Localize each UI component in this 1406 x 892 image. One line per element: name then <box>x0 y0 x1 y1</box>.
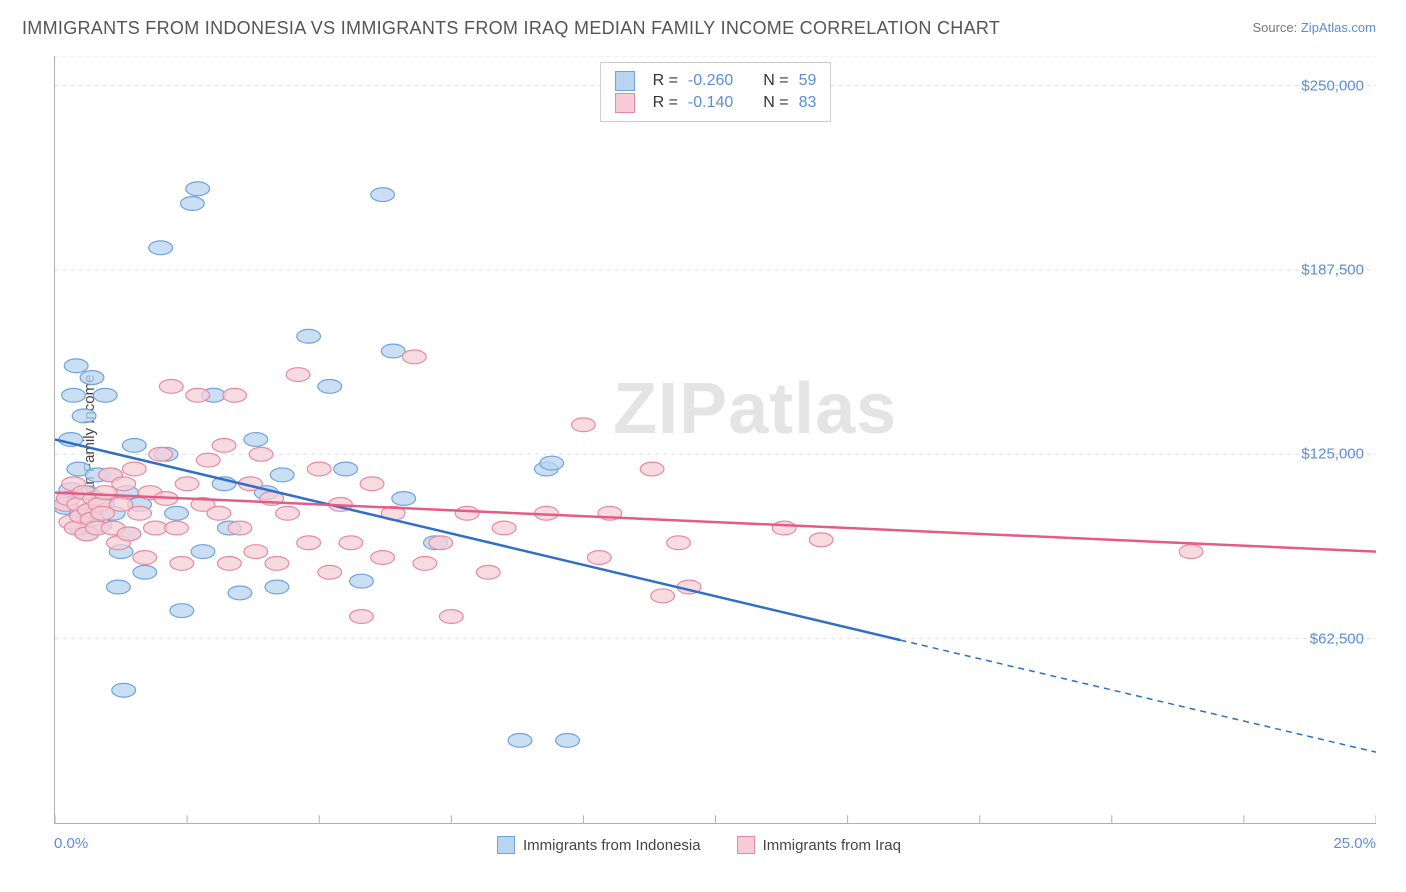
stat-n-label: N = <box>763 94 788 112</box>
legend: Immigrants from Indonesia Immigrants from… <box>22 836 1376 858</box>
legend-swatch <box>737 836 755 854</box>
chart-container: Median Family Income ZIPatlas R =-0.260N… <box>22 48 1376 852</box>
legend-label: Immigrants from Iraq <box>763 837 901 854</box>
correlation-stats-box: R = -0.260 N = 59 R = -0.140 N = 83 <box>600 62 832 122</box>
stats-row: R = -0.260 N = 59 <box>615 71 817 91</box>
stat-r-label: R = <box>653 94 678 112</box>
series-swatch <box>615 71 635 91</box>
scatter-plot-svg <box>55 56 1376 823</box>
legend-swatch <box>497 836 515 854</box>
legend-item: Immigrants from Indonesia <box>497 836 701 854</box>
source-citation: Source: ZipAtlas.com <box>1252 20 1376 35</box>
y-tick-label: $125,000 <box>1301 446 1364 463</box>
y-tick-label: $250,000 <box>1301 77 1364 94</box>
series-swatch <box>615 93 635 113</box>
stat-n-value: 83 <box>799 94 817 112</box>
chart-title: IMMIGRANTS FROM INDONESIA VS IMMIGRANTS … <box>22 18 1000 39</box>
stat-r-value: -0.140 <box>688 94 733 112</box>
legend-label: Immigrants from Indonesia <box>523 837 701 854</box>
stats-row: R = -0.140 N = 83 <box>615 93 817 113</box>
y-tick-label: $187,500 <box>1301 261 1364 278</box>
plot-area: ZIPatlas R =-0.260N =59R =-0.140N =83 $6… <box>54 56 1376 824</box>
stat-n-value: 59 <box>799 72 817 90</box>
y-tick-label: $62,500 <box>1310 630 1364 647</box>
stat-r-value: -0.260 <box>688 72 733 90</box>
stat-n-label: N = <box>763 72 788 90</box>
source-prefix: Source: <box>1252 20 1300 35</box>
legend-item: Immigrants from Iraq <box>737 836 901 854</box>
source-link[interactable]: ZipAtlas.com <box>1301 20 1376 35</box>
stat-r-label: R = <box>653 72 678 90</box>
